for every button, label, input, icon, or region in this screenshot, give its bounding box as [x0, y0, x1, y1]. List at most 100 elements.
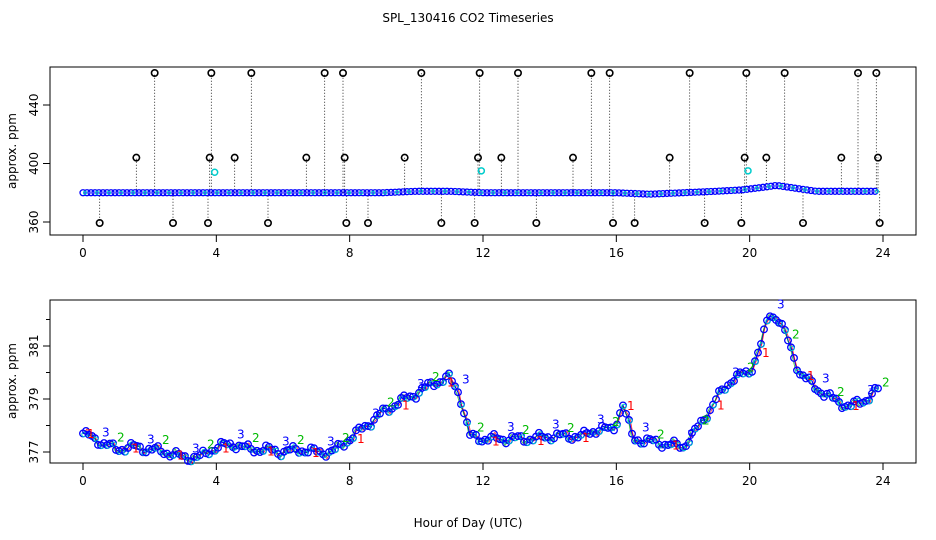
top-baseline-point	[499, 189, 507, 197]
top-baseline-point	[375, 189, 383, 197]
top-baseline-point-alt	[694, 190, 700, 195]
top-baseline-point	[87, 189, 95, 197]
top-low-spike-point	[95, 219, 104, 228]
top-high-spike-point	[605, 69, 614, 78]
top-baseline-point-alt	[478, 190, 484, 195]
bottom-data-point-alt	[459, 402, 465, 408]
bottom-data-point	[748, 367, 756, 376]
top-y-tick-label: 360	[27, 211, 41, 234]
top-baseline-point	[679, 189, 687, 197]
bottom-series-number-label: 1	[627, 399, 635, 413]
top-baseline-point	[279, 189, 287, 197]
top-baseline-point	[655, 190, 663, 198]
bottom-data-point-alt	[375, 413, 381, 419]
bottom-series-number-label: 2	[882, 375, 890, 389]
bottom-data-point	[178, 452, 186, 460]
chart-title: SPL_130416 CO2 Timeseries	[382, 11, 553, 25]
top-x-tick-label: 12	[475, 246, 490, 260]
top-baseline-point	[827, 187, 835, 195]
top-baseline-point-alt	[178, 190, 184, 195]
top-baseline-point	[327, 189, 335, 197]
top-baseline-point	[355, 189, 363, 197]
top-mid-spike-point	[873, 153, 882, 162]
top-baseline-point	[223, 189, 231, 197]
top-baseline-point	[111, 189, 119, 197]
top-baseline-point	[267, 189, 275, 197]
top-baseline-point	[807, 186, 815, 195]
top-baseline-point	[487, 189, 495, 197]
top-baseline-point	[339, 189, 347, 197]
bottom-data-point-alt	[285, 448, 291, 454]
top-baseline-point	[771, 181, 779, 190]
top-baseline-point-alt	[310, 190, 316, 195]
top-baseline-point	[303, 189, 311, 197]
bottom-data-point-alt	[279, 454, 285, 461]
bottom-data-point	[472, 430, 480, 439]
top-baseline-point-alt	[298, 190, 304, 195]
top-baseline-point	[559, 189, 567, 197]
top-baseline-point	[335, 189, 343, 197]
top-baseline-point	[483, 189, 491, 197]
top-baseline-point	[179, 189, 187, 197]
top-baseline-point-alt	[454, 189, 460, 194]
top-baseline-point	[555, 189, 563, 197]
top-baseline-point	[151, 189, 159, 197]
top-baseline-point	[443, 187, 451, 195]
bottom-data-point-alt	[93, 436, 99, 442]
top-baseline-point	[239, 189, 247, 197]
top-baseline-point	[415, 187, 423, 195]
top-baseline-point	[475, 188, 483, 197]
bottom-series-number-label: 1	[447, 376, 455, 390]
top-baseline-point	[663, 189, 671, 198]
top-baseline-point	[207, 189, 215, 197]
top-x-tick-label: 20	[742, 246, 757, 260]
top-baseline-point	[539, 189, 547, 197]
top-mid-spike-point	[665, 153, 674, 162]
top-baseline-point	[775, 182, 783, 190]
bottom-data-point	[760, 325, 768, 334]
top-baseline-point	[227, 189, 235, 197]
bottom-y-tick-label: 381	[27, 335, 41, 358]
bottom-series-number-label: 1	[582, 431, 590, 445]
top-baseline-point	[479, 189, 487, 197]
bottom-data-point-alt	[759, 342, 765, 348]
top-baseline-point	[571, 189, 579, 197]
top-baseline-point	[447, 187, 455, 195]
top-baseline-point	[299, 189, 307, 197]
bottom-series-number-label: 3	[282, 434, 290, 448]
top-low-spike-point	[204, 219, 213, 228]
top-baseline-point	[671, 189, 679, 197]
top-baseline-point	[343, 189, 351, 197]
top-baseline-point	[639, 190, 647, 198]
top-baseline-point-alt	[742, 187, 748, 192]
top-baseline-point	[727, 186, 735, 195]
top-baseline-point	[799, 185, 807, 193]
bottom-series-number-label: 1	[717, 398, 725, 412]
top-baseline-point	[703, 188, 711, 196]
bottom-data-point-alt	[705, 416, 711, 423]
top-baseline-point	[567, 189, 575, 197]
top-baseline-point	[711, 187, 719, 195]
bottom-series-number-label: 2	[747, 360, 755, 374]
bottom-series-number-label: 3	[642, 421, 650, 435]
top-mid-spike-point	[340, 153, 349, 162]
top-baseline-point	[547, 189, 555, 197]
bottom-data-point-alt	[699, 418, 705, 425]
top-baseline-point	[139, 189, 147, 197]
bottom-data-point-alt	[105, 443, 111, 449]
top-baseline-point	[83, 189, 91, 197]
bottom-series-number-label: 2	[522, 423, 530, 437]
top-baseline-point-alt	[658, 191, 664, 196]
top-baseline-point-alt	[166, 190, 172, 195]
top-baseline-point	[519, 189, 527, 197]
top-high-spike-point	[685, 69, 694, 78]
bottom-series-number-label: 2	[477, 421, 485, 435]
top-baseline-point	[383, 188, 391, 197]
top-baseline-point-alt	[214, 190, 220, 195]
bottom-series-number-label: 1	[267, 445, 275, 459]
bottom-series-number-label: 3	[597, 412, 605, 426]
bottom-series-number-label: 3	[822, 371, 830, 385]
bottom-series-number-label: 3	[507, 420, 515, 434]
top-baseline-point	[599, 189, 607, 197]
